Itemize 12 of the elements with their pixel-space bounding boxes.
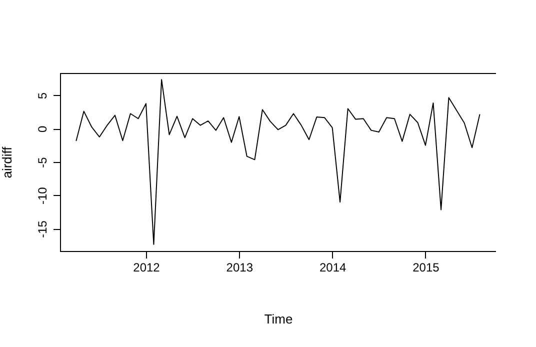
y-tick-label: -15 [36, 220, 50, 238]
y-tick-label: -10 [36, 186, 50, 205]
y-tick-label: -5 [36, 156, 50, 168]
y-tick-label: 5 [36, 92, 50, 100]
x-tick-label: 2015 [412, 260, 440, 274]
x-tick-label: 2014 [319, 260, 346, 274]
y-axis-title: airdiff [0, 146, 14, 178]
line-series [76, 79, 480, 245]
x-tick-label: 2013 [226, 260, 254, 274]
x-tick-label: 2012 [133, 260, 160, 274]
y-tick-label: 0 [36, 125, 50, 132]
x-axis-title: Time [264, 312, 293, 326]
